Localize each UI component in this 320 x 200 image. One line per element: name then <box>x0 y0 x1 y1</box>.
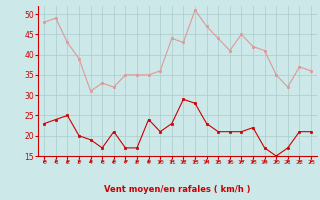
X-axis label: Vent moyen/en rafales ( km/h ): Vent moyen/en rafales ( km/h ) <box>104 185 251 194</box>
